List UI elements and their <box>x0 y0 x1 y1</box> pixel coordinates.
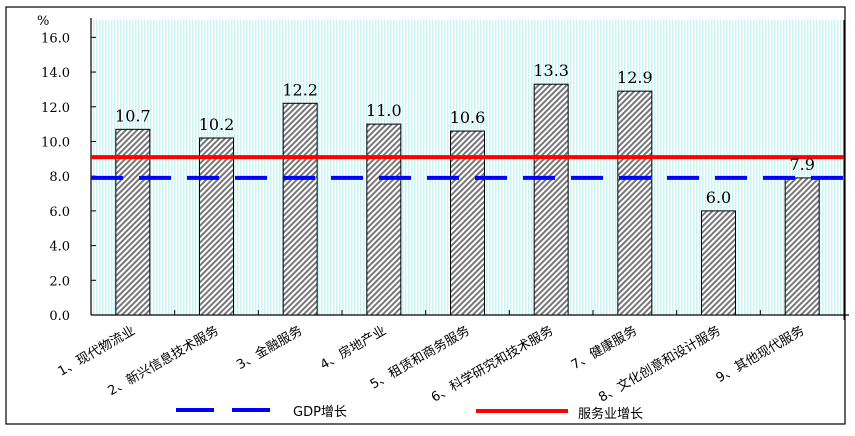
legend-gdp-label: GDP增长 <box>293 405 347 420</box>
legend-service-label: 服务业增长 <box>578 406 643 422</box>
bar <box>533 83 569 316</box>
data-label: 7.9 <box>789 155 814 174</box>
bar <box>617 90 653 316</box>
data-label: 12.2 <box>282 80 318 99</box>
y-tick-label: 6.0 <box>49 205 70 220</box>
y-tick-label: 4.0 <box>49 240 70 255</box>
data-label: 10.6 <box>450 108 486 127</box>
y-tick-label: 0.0 <box>49 309 70 324</box>
y-tick-label: 10.0 <box>41 135 70 150</box>
bar <box>282 102 318 316</box>
y-tick-label: 14.0 <box>41 66 70 81</box>
data-label: 11.0 <box>366 101 402 120</box>
bar <box>115 128 151 316</box>
data-label: 6.0 <box>706 188 731 207</box>
data-label: 10.7 <box>115 106 151 125</box>
bar <box>784 177 820 316</box>
bar <box>450 130 485 316</box>
bar <box>701 210 736 316</box>
data-label: 10.2 <box>199 115 235 134</box>
bar <box>366 123 402 316</box>
y-tick-label: 2.0 <box>49 274 70 289</box>
data-label: 13.3 <box>533 61 569 80</box>
data-label: 12.9 <box>617 68 653 87</box>
y-axis-unit: % <box>37 14 49 29</box>
y-tick-label: 16.0 <box>41 31 70 46</box>
y-tick-label: 8.0 <box>49 170 70 185</box>
legend: GDP增长 服务业增长 <box>176 405 643 422</box>
bar <box>199 137 234 316</box>
y-tick-label: 12.0 <box>41 101 70 116</box>
